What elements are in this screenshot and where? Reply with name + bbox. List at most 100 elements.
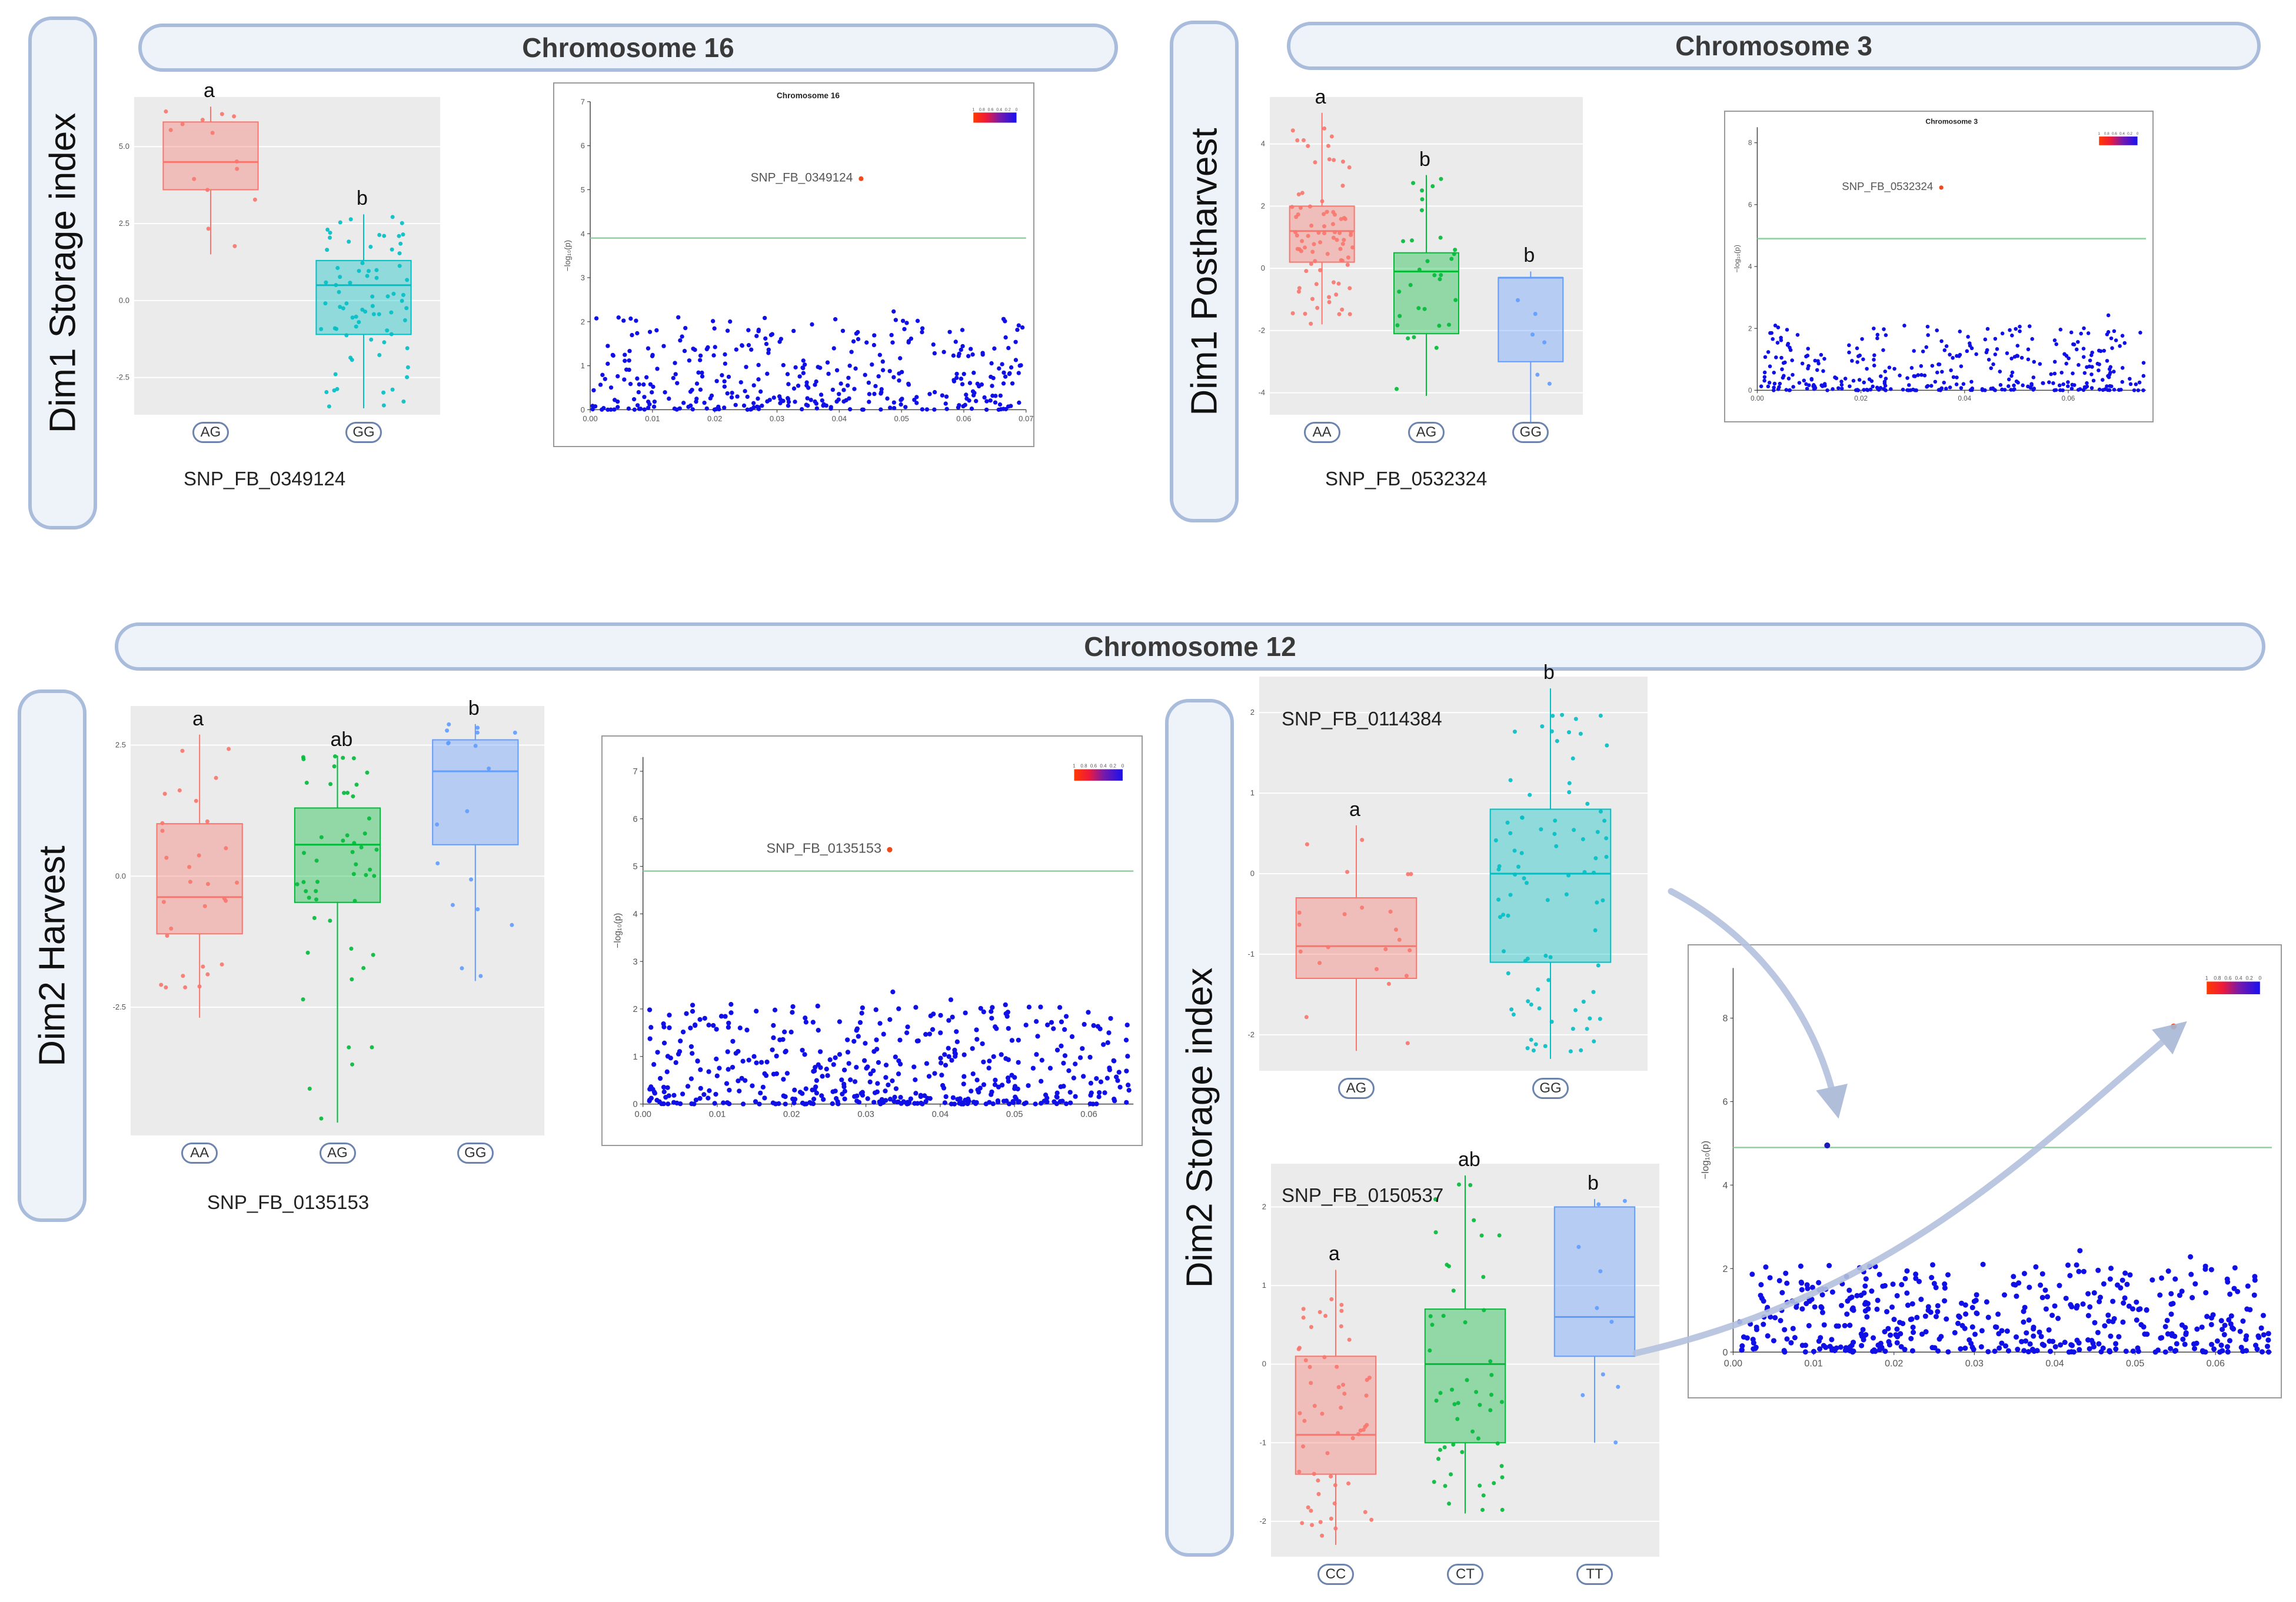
snp-point — [2014, 1293, 2019, 1299]
point-ct — [1427, 1348, 1432, 1353]
snp-point — [861, 1058, 867, 1063]
snp-point — [2108, 1333, 2114, 1339]
snp-point — [2008, 328, 2012, 332]
snp-point — [1071, 1075, 1076, 1081]
point-aa — [1290, 205, 1295, 209]
point-ag — [354, 782, 359, 787]
snp-point — [941, 349, 946, 354]
snp-point — [765, 371, 770, 376]
point-ag — [1406, 336, 1410, 341]
point-aa — [1303, 245, 1307, 250]
snp-point — [818, 392, 824, 397]
point-gg — [446, 741, 451, 745]
snp-point — [918, 1094, 923, 1100]
snp-point — [1867, 377, 1872, 381]
snp-point — [725, 328, 730, 333]
snp-point — [1787, 388, 1792, 392]
snp-point — [1082, 1022, 1087, 1027]
snp-point — [2049, 372, 2053, 377]
genotype-pill-ag: AG — [192, 422, 229, 443]
point-gg — [1530, 332, 1535, 337]
point-gg — [1516, 298, 1520, 302]
point-gg — [400, 221, 404, 225]
snp-point — [710, 319, 716, 324]
point-gg — [1533, 312, 1538, 317]
snp-point — [1992, 1324, 1998, 1330]
snp-point — [803, 1020, 808, 1025]
ytick-label: -1 — [1247, 950, 1255, 958]
xtick-label: 0.04 — [832, 414, 847, 423]
snp-point — [1762, 370, 1767, 375]
snp-point — [600, 372, 605, 377]
snp-point — [969, 347, 973, 351]
snp-point — [716, 404, 721, 409]
snp-point — [879, 407, 883, 412]
point-gg — [357, 320, 361, 325]
snp-point — [1116, 1070, 1122, 1075]
point-aa — [1349, 232, 1353, 237]
snp-point — [1802, 1343, 1808, 1348]
snp-point — [943, 1063, 949, 1068]
snp-point — [914, 1038, 920, 1044]
snp-point — [2000, 331, 2005, 336]
snp-point — [2134, 382, 2138, 387]
point-gg — [401, 399, 406, 404]
point-cc — [1322, 1355, 1327, 1360]
snp-point — [993, 1077, 998, 1083]
snp-point — [1098, 1079, 1104, 1084]
snp-point — [2188, 1254, 2194, 1260]
snp-point — [771, 395, 776, 400]
snp-point — [730, 1038, 736, 1044]
snp-point — [1875, 336, 1879, 341]
snp-point — [954, 1029, 959, 1034]
snp-point — [1016, 1100, 1021, 1105]
snp-point — [2227, 1338, 2232, 1344]
snp-point — [2202, 1349, 2208, 1355]
snp-point — [834, 1096, 839, 1101]
snp-point — [726, 1020, 731, 1026]
snp-point — [1094, 1101, 1099, 1107]
snp-point — [873, 384, 878, 388]
snp-point — [2222, 1323, 2228, 1328]
snp-point — [1883, 369, 1888, 374]
snp-point — [676, 315, 681, 320]
point-ag — [350, 850, 355, 854]
snp-label-chr3: SNP_FB_0532324 — [1325, 468, 1488, 489]
snp-point — [746, 343, 751, 348]
snp-point — [680, 1029, 686, 1035]
point-aa — [160, 821, 165, 825]
snp-point — [1888, 1332, 1894, 1338]
box-ag — [1295, 897, 1417, 979]
snp-point — [2076, 388, 2081, 392]
snp-point — [726, 374, 731, 379]
point-ct — [1463, 1320, 1468, 1325]
sig-letter-cc: a — [1329, 1243, 1340, 1265]
snp-point — [746, 1057, 751, 1063]
snp-point — [840, 328, 846, 334]
snp-point — [1945, 1349, 1951, 1355]
point-ct — [1492, 1481, 1496, 1486]
snp-point — [893, 1054, 898, 1060]
point-gg — [1493, 838, 1498, 842]
snp-point — [1898, 1344, 1904, 1350]
snp-point — [2052, 338, 2057, 342]
snp-point — [2209, 1341, 2215, 1347]
snp-point — [938, 1055, 943, 1061]
snp-point — [2010, 333, 2014, 338]
snp-point — [2029, 1347, 2035, 1353]
snp-point — [612, 407, 617, 412]
snp-point — [2177, 1293, 2182, 1298]
point-gg — [1522, 876, 1526, 881]
point-ag — [192, 176, 197, 181]
snp-point — [1885, 1325, 1891, 1331]
xtick-label: 0.01 — [1804, 1358, 1822, 1368]
snp-point — [1112, 1098, 1117, 1104]
legend-tick: 0.2 — [2127, 132, 2132, 136]
snp-point — [2238, 1344, 2244, 1350]
snp-point — [2119, 388, 2123, 392]
ytick-label: 7 — [581, 97, 585, 106]
point-aa — [1297, 286, 1302, 291]
box-ag — [1393, 252, 1459, 335]
snp-point — [2015, 354, 2019, 358]
snp-point — [2149, 1277, 2155, 1283]
